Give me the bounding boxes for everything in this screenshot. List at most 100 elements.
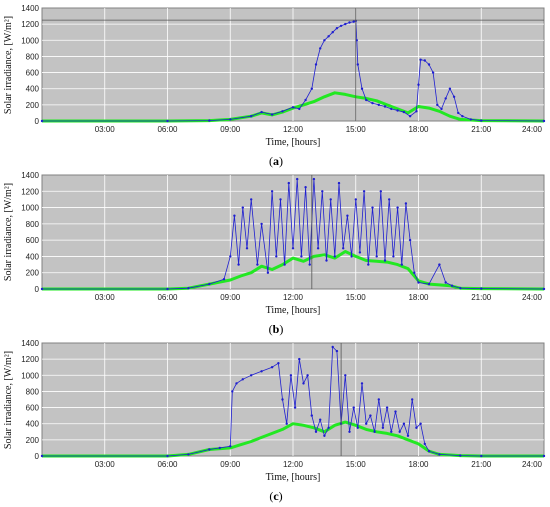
x-tick-label: 06:00 — [157, 293, 178, 302]
blue-series-point — [459, 287, 462, 290]
blue-series-point — [396, 206, 399, 209]
y-tick-label: 1400 — [21, 171, 39, 180]
blue-series-point — [260, 222, 263, 226]
blue-series-point — [355, 39, 358, 42]
cursor-a — [42, 8, 544, 121]
blue-series-point — [415, 426, 418, 429]
y-tick-label: 1200 — [21, 187, 39, 196]
blue-series-point — [417, 281, 420, 284]
blue-series-point — [461, 115, 464, 118]
blue-series-point — [325, 259, 328, 262]
panel-label-b: (b) — [269, 322, 284, 336]
x-tick-label: 18:00 — [408, 125, 429, 134]
blue-series-point — [187, 453, 190, 456]
blue-series-point — [314, 430, 318, 433]
blue-series-point — [381, 426, 385, 429]
y-tick-label: 600 — [26, 69, 40, 78]
y-tick-label: 400 — [26, 252, 40, 261]
blue-series-point — [404, 202, 408, 205]
green-series-line — [42, 420, 544, 458]
blue-series-point — [231, 390, 234, 393]
panel-a: 0 200 400 600 800 1000 1200 1400 03:00 06:00 09:0… — [3, 4, 546, 168]
blue-series-point — [352, 20, 355, 23]
blue-series-point — [480, 454, 483, 458]
x-tick-label: 24:00 — [522, 293, 543, 302]
blue-series-point — [342, 247, 345, 250]
blue-series-point — [291, 247, 295, 250]
blue-series-point — [250, 374, 253, 377]
blue-series-point — [270, 113, 274, 116]
blue-series-point — [354, 198, 357, 201]
blue-series-point — [310, 414, 313, 417]
grid-b — [42, 175, 544, 289]
y-axis-label-b: Solar irradiance, [W/m²] — [3, 183, 14, 281]
blue-series-point — [375, 255, 378, 258]
y-ticks-b: 0 200 400 600 800 1000 1200 1400 — [21, 171, 39, 294]
x-tick-label: 09:00 — [220, 125, 241, 134]
blue-series-point — [362, 190, 366, 193]
blue-series-point — [233, 214, 236, 217]
y-tick-label: 1000 — [21, 36, 39, 45]
blue-series-point — [402, 422, 406, 425]
blue-series-point — [339, 24, 343, 27]
blue-series-point — [260, 370, 263, 373]
blue-series-point — [369, 414, 372, 417]
blue-series-point — [419, 422, 422, 425]
blue-series-point — [323, 39, 326, 42]
blue-series-point — [419, 58, 422, 61]
blue-series-point — [331, 345, 334, 349]
blue-series-point — [308, 263, 311, 266]
blue-series-point — [270, 190, 274, 193]
x-tick-label: 12:00 — [283, 293, 304, 302]
x-ticks-c: 03:00 06:00 09:00 12:00 15:00 18:00 21:00 24:00 — [95, 460, 543, 469]
blue-series-point — [365, 98, 368, 102]
blue-series-point — [281, 110, 284, 113]
blue-series-point — [344, 374, 347, 377]
blue-series-point — [218, 446, 221, 450]
blue-series-point — [444, 281, 447, 284]
blue-series-point — [415, 110, 418, 113]
y-tick-label: 0 — [35, 117, 40, 126]
blue-series-point — [281, 398, 284, 401]
blue-series-point — [452, 95, 456, 99]
blue-series-point — [327, 35, 330, 38]
blue-series-point — [222, 278, 226, 281]
x-tick-label: 21:00 — [471, 125, 492, 134]
y-tick-label: 1200 — [21, 20, 39, 29]
blue-series-point — [400, 263, 403, 266]
blue-series-point — [390, 430, 393, 433]
blue-series-point — [392, 255, 395, 258]
blue-series-point — [260, 110, 263, 114]
blue-series-point — [427, 63, 431, 66]
blue-series-point — [229, 445, 232, 448]
blue-series-point — [314, 63, 318, 66]
blue-series-point — [208, 282, 211, 286]
blue-series-point — [385, 406, 389, 409]
y-tick-label: 400 — [26, 85, 40, 94]
series-b — [40, 177, 546, 291]
blue-series-point — [291, 106, 295, 109]
blue-series-point — [229, 255, 232, 258]
blue-series-point — [542, 119, 546, 123]
y-tick-label: 1000 — [21, 204, 39, 213]
x-tick-label: 21:00 — [471, 460, 492, 469]
blue-series-point — [279, 198, 282, 201]
blue-series-point — [287, 181, 290, 185]
blue-series-point — [310, 87, 313, 90]
blue-series-point — [283, 263, 286, 266]
blue-series-point — [166, 119, 169, 123]
blue-series-point — [270, 366, 274, 369]
y-axis-label-c: Solar irradiance, [W/m²] — [3, 351, 14, 449]
y-tick-label: 800 — [26, 52, 40, 61]
blue-series-point — [348, 21, 351, 24]
x-tick-label: 15:00 — [346, 460, 367, 469]
blue-series-point — [316, 247, 320, 250]
panel-label-c: (c) — [269, 489, 282, 503]
blue-series-point — [321, 190, 324, 193]
blue-series-point — [360, 382, 364, 385]
blue-series-point — [235, 382, 238, 385]
blue-series-point — [390, 107, 393, 111]
blue-series-point — [237, 263, 240, 266]
blue-series-point — [40, 454, 44, 458]
